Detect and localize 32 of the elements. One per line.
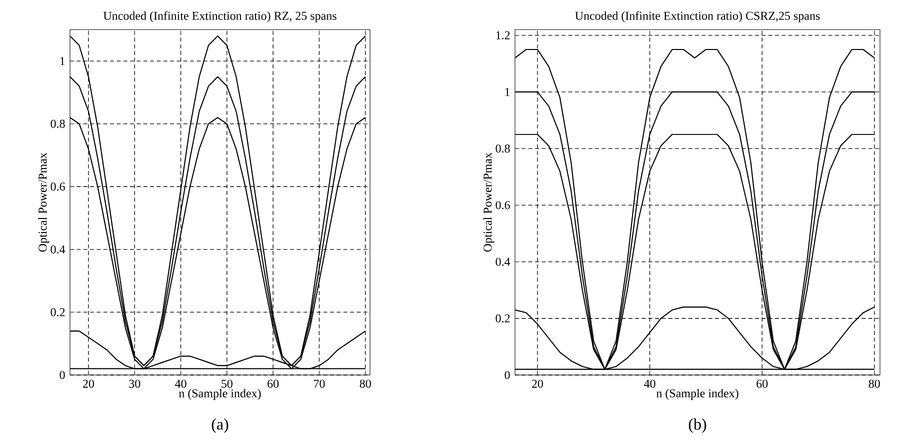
chart-title: Uncoded (Infinite Extinction ratio) RZ, 25 spans [103, 11, 336, 22]
y-axis-title: Optical Power/Pmax [483, 152, 494, 252]
x-axis-title: n (Sample index) [656, 388, 738, 400]
x-tick-label: 80 [868, 380, 880, 388]
text: (a) [212, 418, 228, 433]
y-tick-label: 1 [60, 56, 65, 65]
x-axis-title: n (Sample index) [178, 388, 261, 400]
y-tick-label: 0.4 [496, 258, 510, 266]
chart-title: Uncoded (Infinite Extinction ratio) CSRZ,25 spans [575, 11, 820, 22]
x-tick-label: 20 [82, 380, 94, 388]
x-tick-label: 40 [644, 380, 656, 388]
text: (b) [688, 418, 706, 433]
y-tick-label: 0.8 [50, 120, 65, 128]
x-tick-label: 60 [268, 380, 279, 388]
x-tick-label: 20 [532, 380, 544, 388]
y-tick-label: 0.6 [496, 200, 510, 210]
y-tick-label: 0.8 [496, 144, 510, 152]
x-tick-label: 70 [314, 380, 325, 388]
y-tick-label: 0.2 [50, 308, 65, 316]
y-tick-label: 0 [504, 370, 510, 379]
x-tick-label: 50 [222, 380, 232, 388]
y-tick-label: 0.4 [50, 245, 66, 254]
y-tick-label: 0.6 [50, 182, 65, 191]
x-tick-label: 40 [175, 380, 186, 388]
x-tick-label: 60 [756, 380, 768, 388]
y-tick-label: 1 [505, 88, 510, 96]
y-tick-label: 0.2 [496, 314, 510, 322]
x-tick-label: 80 [360, 380, 371, 388]
x-tick-label: 30 [129, 380, 140, 388]
y-tick-label: 0 [60, 370, 65, 379]
y-axis-title: Optical Power/Pmax [38, 152, 50, 252]
y-tick-label: 1.2 [496, 31, 510, 40]
